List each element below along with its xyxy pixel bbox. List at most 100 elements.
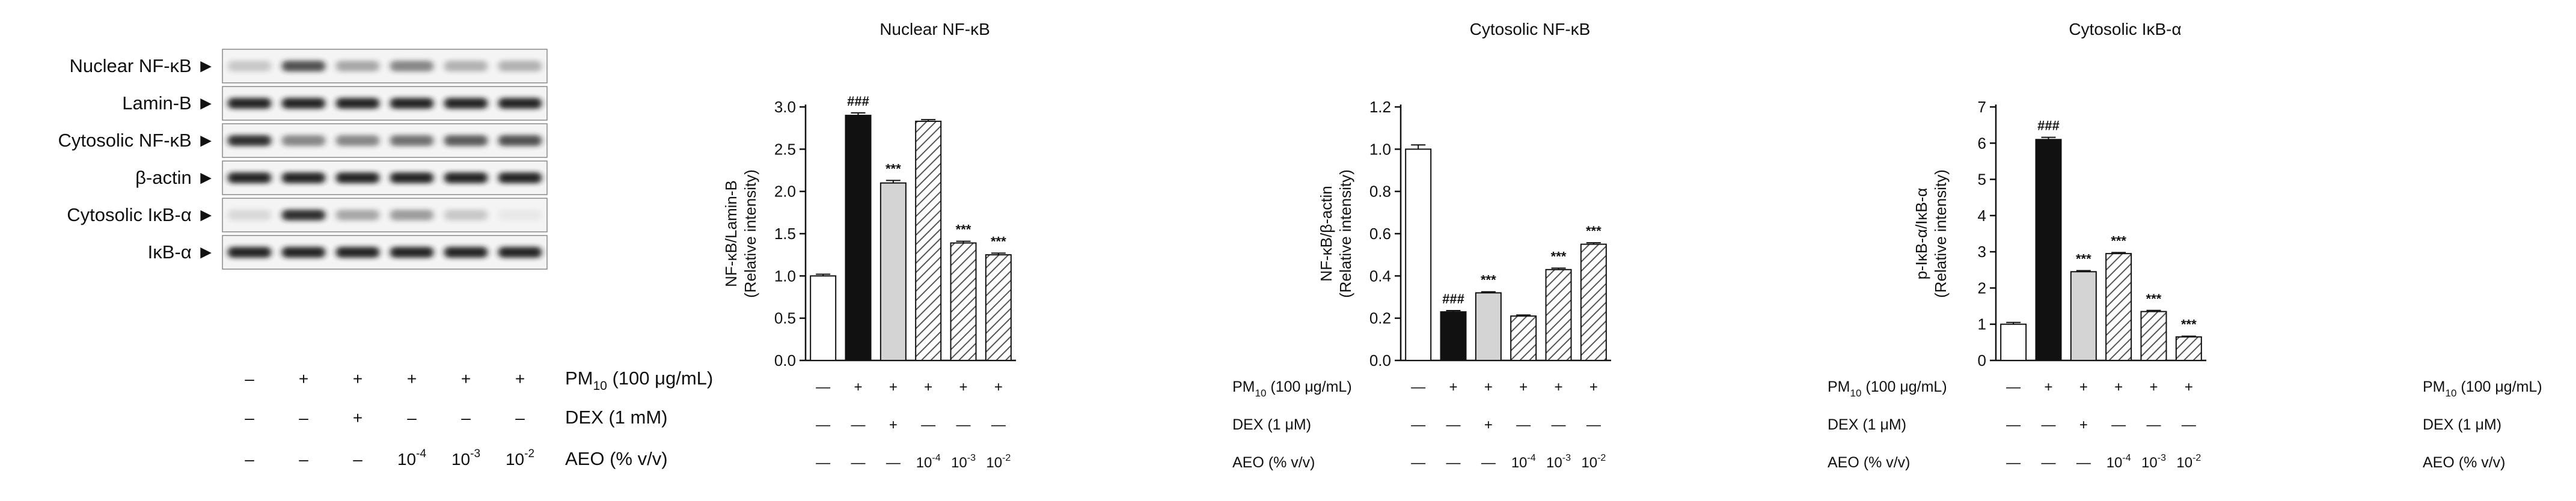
- blot-treatment-row: – – + – – – DEX (1 mM): [245, 407, 667, 428]
- chart-treatment-cell: —: [1411, 379, 1425, 395]
- blot-treatment-cell: +: [461, 369, 471, 388]
- bar: [2000, 323, 2027, 362]
- chart-treatment-cell: +: [1449, 379, 1457, 395]
- chart-treatment-cell: 10-3: [2141, 453, 2166, 471]
- chart-treatment-label: DEX (1 μM): [1828, 416, 1906, 433]
- chart-treatment-cell: +: [1519, 379, 1528, 395]
- blot-row-label: Cytosolic NF-κB ►: [58, 130, 216, 151]
- chart-treatment-cell: 10-4: [916, 453, 941, 471]
- significance-label: ***: [2146, 291, 2162, 306]
- blot-row-label: IκB-α ►: [148, 241, 215, 263]
- chart-treatment-cell: —: [1586, 417, 1601, 433]
- chart-treatment-cell: —: [1481, 455, 1496, 471]
- chart-treatment-cell: +: [2114, 379, 2123, 395]
- chart-treatment-cell: —: [816, 379, 830, 395]
- chart-treatment-cell: 10-4: [1511, 453, 1536, 471]
- chart-treatment-label: AEO (% v/v): [1232, 454, 1315, 471]
- chart-title: Nuclear NF-κB: [880, 20, 990, 38]
- blot-treatment-cell: –: [407, 408, 417, 427]
- blot-band: [390, 61, 433, 71]
- blot-band: [444, 135, 488, 146]
- chart-treatment-cell: +: [889, 417, 898, 433]
- significance-label: ***: [1586, 223, 1602, 238]
- chart-treatment-label: PM10 (100 μg/mL): [1828, 378, 1947, 399]
- blot-band: [282, 210, 325, 220]
- chart-title: Cytosolic NF-κB: [1470, 20, 1591, 38]
- y-label-line2: (Relative intensity): [1932, 169, 1950, 298]
- chart-treatment-cell: —: [1552, 417, 1566, 433]
- chart-treatment-label: DEX (1 μM): [2423, 416, 2501, 433]
- bar: [2140, 311, 2167, 361]
- blot-treatment-label: PM10 (100 μg/mL): [565, 368, 713, 393]
- blot-treatment-row: – – – 10-4 10-3 10-2 AEO (% v/v): [245, 448, 667, 469]
- chart-treatment-cell: —: [991, 417, 1006, 433]
- chart-treatment-row: — — + — — — DEX (1 μM): [2006, 416, 2501, 433]
- y-label-line1: p-IκB-α/IκB-α: [1912, 188, 1930, 280]
- significance-label: ***: [1551, 249, 1567, 264]
- chart-treatment-cell: —: [2182, 417, 2196, 433]
- chart-treatment-cell: +: [2079, 417, 2088, 433]
- blot-treatment-cell: +: [299, 369, 308, 388]
- chart-title: Cytosolic IκB-α: [2069, 20, 2181, 38]
- blot-treatment-label: DEX (1 mM): [565, 407, 668, 428]
- chart-treatment-cell: —: [1411, 417, 1425, 433]
- chart-treatment-cell: 10-3: [951, 453, 976, 471]
- chart-treatment-label: DEX (1 μM): [1232, 416, 1311, 433]
- blot-strip: [222, 86, 548, 121]
- y-tick-label: 0.8: [1369, 183, 1391, 201]
- y-label-line1: NF-κB/Lamin-B: [722, 180, 740, 287]
- y-tick-label: 2.0: [774, 183, 796, 201]
- blot-band: [336, 135, 379, 146]
- chart-treatment-cell: 10-2: [1581, 453, 1606, 471]
- chart-treatment-cell: +: [994, 379, 1003, 395]
- chart-treatment-cell: +: [1554, 379, 1562, 395]
- blot-treatment-cell: –: [515, 408, 525, 427]
- blot-treatment-cell: +: [353, 408, 363, 427]
- blot-band: [228, 61, 271, 71]
- chart-treatment-cell: 10-2: [986, 453, 1011, 471]
- y-tick-label: 0.0: [774, 351, 796, 369]
- bar: [2035, 139, 2062, 361]
- blot-band: [498, 61, 542, 71]
- chart-treatment-cell: 10-4: [2106, 453, 2131, 471]
- blot-band: [336, 61, 379, 71]
- blot-band: [282, 172, 325, 183]
- blot-row: Nuclear NF-κB ►: [69, 49, 548, 84]
- y-axis-label: NF-κB/Lamin-B (Relative intensity): [722, 169, 759, 298]
- blot-treatment-cell: 10-4: [397, 448, 426, 469]
- y-tick-label: 0.0: [1369, 351, 1391, 369]
- blot-band: [228, 135, 271, 146]
- y-tick-label: 2.5: [774, 140, 796, 158]
- chart-treatment-cell: —: [851, 417, 866, 433]
- chart-treatment-row: — — + — — — DEX (1 μM): [1411, 416, 1906, 433]
- blot-row: β-actin ►: [135, 160, 548, 195]
- chart-treatment-cell: —: [956, 417, 971, 433]
- blot-treatment-cell: 10-2: [506, 448, 534, 469]
- blot-strip: [222, 123, 548, 158]
- chart-treatment-cell: —: [2042, 417, 2056, 433]
- blot-band: [390, 135, 433, 146]
- bar: [1475, 292, 1502, 362]
- bar: [880, 182, 907, 361]
- blot-row: IκB-α ►: [148, 235, 548, 270]
- chart-treatment-cell: +: [1484, 417, 1493, 433]
- chart-treatment-row: — + + + + + PM10 (100 μg/mL): [2006, 378, 2542, 399]
- chart-treatment-label: AEO (% v/v): [2423, 454, 2506, 471]
- blot-treatment-cell: –: [353, 450, 363, 469]
- significance-label: ###: [847, 94, 869, 109]
- blot-band: [336, 98, 379, 109]
- significance-label: ***: [956, 222, 971, 237]
- chart-treatment-cell: 10-2: [2176, 453, 2201, 471]
- blot-band: [228, 172, 271, 183]
- chart-treatment-row: — — — 10-4 10-3 10-2 AEO (% v/v): [816, 453, 1315, 471]
- blot-band: [444, 98, 488, 109]
- chart-treatment-table: — + + + + + PM10 (100 μg/mL)— — + — — — DEX (1 μM)— —…: [816, 378, 1352, 471]
- blot-treatment-table: – + + + + + PM10 (100 μg/mL)– – + – – – DEX (1 mM)– –…: [245, 368, 713, 469]
- chart-treatment-cell: +: [1589, 379, 1598, 395]
- blot-band: [336, 172, 379, 183]
- blot-strip: [222, 160, 548, 195]
- y-label-line2: (Relative intensity): [741, 169, 759, 298]
- blot-treatment-cell: –: [461, 408, 471, 427]
- chart-treatment-cell: —: [2111, 417, 2126, 433]
- chart-treatment-cell: —: [1446, 455, 1461, 471]
